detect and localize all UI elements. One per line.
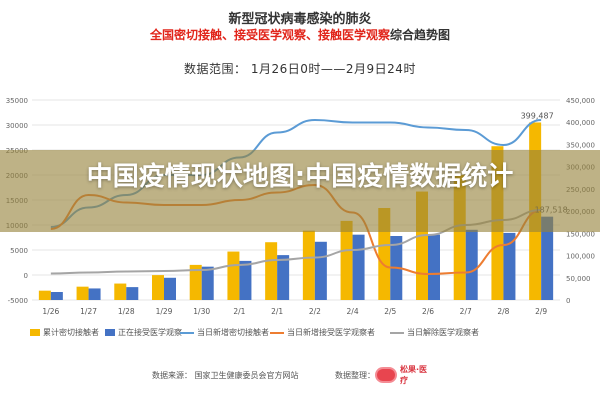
legend-swatch: [105, 329, 115, 336]
legend-label: 当日新增密切接触者: [197, 328, 269, 337]
legend-item: 累计密切接触者: [30, 327, 99, 338]
right-axis-tick-label: 350,000: [566, 141, 595, 149]
bar-observing: [314, 241, 327, 300]
bar-observing: [88, 288, 101, 300]
right-axis-tick-label: 450,000: [566, 97, 595, 105]
x-tick-label: 1/27: [80, 307, 97, 316]
bar-observing: [277, 255, 290, 300]
logo-text: 松果·医疗: [399, 365, 428, 385]
chart-subtitle: 全国密切接触、接受医学观察、接触医学观察综合趋势图: [0, 26, 600, 43]
right-axis-tick-label: 400,000: [566, 119, 595, 127]
data-range: 数据范围： 1月26日0时——2月9日24时: [184, 62, 416, 76]
left-axis-tick-label: 30000: [6, 122, 28, 130]
bar-observing: [201, 266, 214, 300]
x-tick-label: 2/6: [422, 307, 434, 316]
right-axis-tick-label: 150,000: [566, 230, 595, 238]
left-axis-tick-label: 5000: [10, 247, 28, 255]
bar-observing: [541, 216, 554, 300]
legend-swatch: [180, 331, 194, 334]
right-axis-tick-label: 100,000: [566, 253, 595, 261]
right-axis-tick-label: 50,000: [566, 275, 591, 283]
x-tick-label: 2/9: [535, 307, 547, 316]
bar-cumulative: [189, 264, 202, 300]
footer-source: 数据来源： 国家卫生健康委员会官方网站: [152, 371, 299, 380]
subtitle-highlight: 全国密切接触、接受医学观察、接触医学观察: [149, 28, 390, 42]
bar-cumulative: [265, 242, 278, 300]
x-tick-label: 1/29: [156, 307, 173, 316]
left-axis-tick-label: 0: [24, 272, 28, 280]
bar-observing: [503, 232, 516, 300]
watermark-text: 中国疫情现状地图:中国疫情数据统计: [86, 162, 514, 192]
data-label: 399,487: [521, 111, 554, 120]
pinecone-logo-icon: [375, 367, 397, 383]
legend-label: 当日解除医学观察者: [407, 328, 479, 337]
legend-item: 正在接受医学观察: [105, 327, 182, 338]
footer-organizer: 数据整理：: [335, 371, 375, 380]
right-axis-tick-label: 0: [566, 297, 570, 305]
x-tick-label: 2/4: [347, 307, 359, 316]
bar-cumulative: [302, 230, 315, 300]
x-tick-label: 2/7: [460, 307, 472, 316]
bar-cumulative: [152, 275, 164, 300]
legend-label: 累计密切接触者: [43, 328, 99, 337]
legend-label: 正在接受医学观察: [118, 328, 182, 337]
bar-cumulative: [227, 251, 240, 300]
chart-title: 新型冠状病毒感染的肺炎: [228, 12, 372, 27]
bar-observing: [164, 277, 176, 300]
bar-observing: [465, 229, 478, 300]
bar-cumulative: [340, 220, 353, 300]
bar-cumulative: [114, 283, 127, 300]
bar-cumulative: [38, 290, 51, 300]
legend-item: 当日解除医学观察者: [390, 327, 479, 338]
bar-observing: [352, 234, 365, 300]
legend-label: 当日新增接受医学观察者: [287, 328, 375, 337]
x-tick-label: 2/2: [309, 307, 321, 316]
x-tick-label: 2/8: [497, 307, 509, 316]
bar-cumulative: [76, 286, 89, 300]
x-tick-label: 2/1: [271, 307, 283, 316]
bar-observing: [50, 292, 63, 300]
left-axis-tick-label: 35000: [6, 97, 28, 105]
legend-item: 当日新增密切接触者: [180, 327, 269, 338]
x-tick-label: 2/5: [384, 307, 396, 316]
legend-swatch: [30, 329, 40, 336]
legend-swatch: [270, 331, 284, 334]
watermark-band: [0, 150, 600, 232]
x-tick-label: 1/26: [42, 307, 59, 316]
bar-observing: [126, 287, 139, 300]
x-tick-label: 1/28: [118, 307, 135, 316]
subtitle-rest: 综合趋势图: [390, 28, 451, 42]
left-axis-tick-label: -5000: [8, 297, 28, 305]
bar-observing: [239, 260, 252, 300]
x-tick-label: 1/30: [193, 307, 210, 316]
legend-swatch: [390, 331, 404, 334]
chart-legend: 累计密切接触者 正在接受医学观察 当日新增密切接触者 当日新增接受医学观察者 当日解除医…: [30, 325, 590, 341]
brand-logo: 松果·医疗: [375, 364, 435, 386]
bar-observing: [428, 234, 440, 300]
x-tick-label: 2/1: [233, 307, 245, 316]
legend-item: 当日新增接受医学观察者: [270, 327, 375, 338]
